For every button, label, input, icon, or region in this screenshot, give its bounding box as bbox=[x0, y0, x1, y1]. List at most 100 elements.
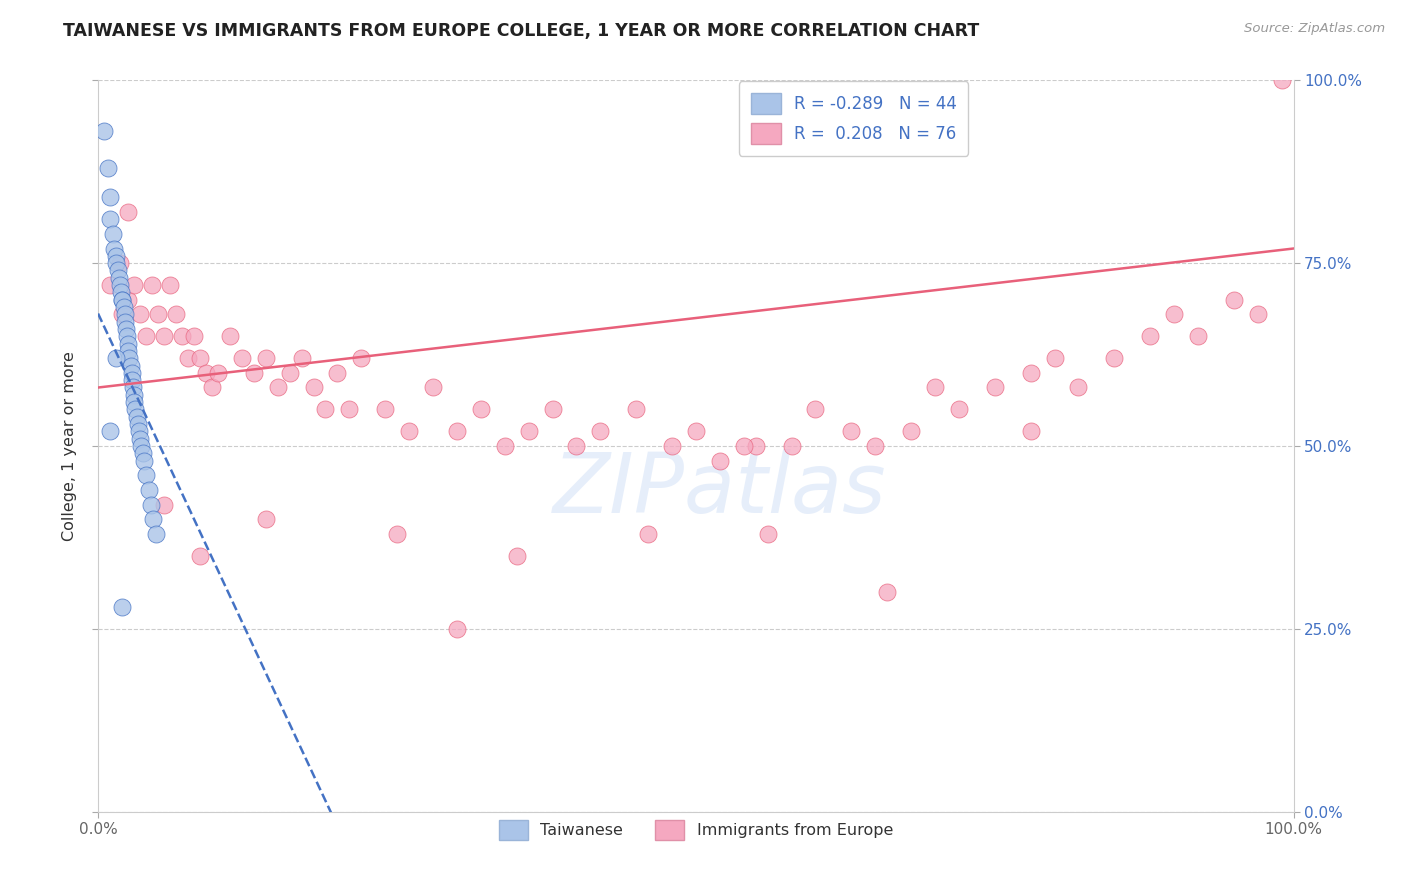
Point bbox=[385, 526, 409, 541]
Point bbox=[841, 425, 863, 439]
Point bbox=[291, 351, 314, 366]
Point bbox=[111, 307, 134, 321]
Point bbox=[111, 599, 134, 614]
Point bbox=[107, 270, 129, 285]
Point bbox=[131, 446, 153, 460]
Point bbox=[105, 249, 128, 263]
Point bbox=[117, 205, 139, 219]
Point bbox=[494, 439, 516, 453]
Point bbox=[900, 425, 922, 439]
Point bbox=[111, 293, 134, 307]
Point bbox=[254, 512, 277, 526]
Point bbox=[302, 380, 325, 394]
Point bbox=[165, 307, 187, 321]
Text: ZIPatlas: ZIPatlas bbox=[553, 450, 887, 531]
Point bbox=[398, 425, 420, 439]
Point bbox=[1247, 307, 1270, 321]
Point bbox=[219, 329, 242, 343]
Point bbox=[117, 343, 139, 358]
Point bbox=[117, 336, 139, 351]
Point bbox=[145, 526, 167, 541]
Point bbox=[159, 278, 181, 293]
Point bbox=[101, 227, 124, 241]
Point bbox=[98, 425, 122, 439]
Point bbox=[107, 263, 129, 277]
Point bbox=[108, 256, 131, 270]
Point bbox=[105, 256, 128, 270]
Point bbox=[589, 425, 612, 439]
Point bbox=[112, 300, 135, 314]
Point bbox=[756, 526, 779, 541]
Point bbox=[111, 293, 134, 307]
Point bbox=[108, 278, 131, 293]
Point bbox=[637, 526, 659, 541]
Point bbox=[207, 366, 229, 380]
Point bbox=[120, 359, 142, 373]
Point bbox=[127, 417, 149, 431]
Point bbox=[188, 549, 211, 563]
Text: Source: ZipAtlas.com: Source: ZipAtlas.com bbox=[1244, 22, 1385, 36]
Point bbox=[172, 329, 194, 343]
Point bbox=[243, 366, 266, 380]
Point bbox=[128, 425, 150, 439]
Point bbox=[315, 402, 337, 417]
Point bbox=[278, 366, 301, 380]
Point bbox=[1163, 307, 1185, 321]
Point bbox=[115, 329, 138, 343]
Point bbox=[139, 498, 162, 512]
Point bbox=[115, 322, 138, 336]
Point bbox=[1019, 425, 1042, 439]
Point bbox=[122, 380, 145, 394]
Point bbox=[110, 285, 132, 300]
Point bbox=[105, 351, 128, 366]
Point bbox=[188, 351, 211, 366]
Point bbox=[506, 549, 529, 563]
Point bbox=[153, 498, 176, 512]
Point bbox=[446, 622, 468, 636]
Text: TAIWANESE VS IMMIGRANTS FROM EUROPE COLLEGE, 1 YEAR OR MORE CORRELATION CHART: TAIWANESE VS IMMIGRANTS FROM EUROPE COLL… bbox=[63, 22, 980, 40]
Point bbox=[517, 425, 540, 439]
Point bbox=[124, 402, 146, 417]
Point bbox=[948, 402, 970, 417]
Point bbox=[865, 439, 887, 453]
Point bbox=[129, 432, 152, 446]
Point bbox=[626, 402, 648, 417]
Point bbox=[124, 388, 146, 402]
Point bbox=[924, 380, 946, 394]
Point bbox=[201, 380, 224, 394]
Point bbox=[114, 315, 136, 329]
Point bbox=[132, 453, 155, 467]
Point bbox=[114, 307, 136, 321]
Point bbox=[1139, 329, 1161, 343]
Point bbox=[1187, 329, 1209, 343]
Point bbox=[267, 380, 290, 394]
Point bbox=[138, 483, 160, 497]
Point bbox=[326, 366, 349, 380]
Point bbox=[183, 329, 205, 343]
Point bbox=[124, 395, 146, 409]
Point bbox=[804, 402, 827, 417]
Point bbox=[97, 161, 120, 175]
Point bbox=[121, 373, 143, 387]
Point bbox=[129, 307, 152, 321]
Point bbox=[685, 425, 707, 439]
Point bbox=[565, 439, 588, 453]
Point bbox=[422, 380, 444, 394]
Point bbox=[141, 278, 163, 293]
Point bbox=[733, 439, 755, 453]
Point bbox=[135, 468, 157, 483]
Point bbox=[984, 380, 1007, 394]
Point bbox=[1067, 380, 1090, 394]
Point bbox=[1019, 366, 1042, 380]
Point bbox=[98, 278, 122, 293]
Point bbox=[98, 190, 122, 204]
Point bbox=[195, 366, 218, 380]
Point bbox=[153, 329, 176, 343]
Point bbox=[142, 512, 165, 526]
Point bbox=[780, 439, 803, 453]
Point bbox=[541, 402, 564, 417]
Point bbox=[1043, 351, 1066, 366]
Point bbox=[117, 293, 139, 307]
Point bbox=[135, 329, 157, 343]
Point bbox=[98, 212, 122, 227]
